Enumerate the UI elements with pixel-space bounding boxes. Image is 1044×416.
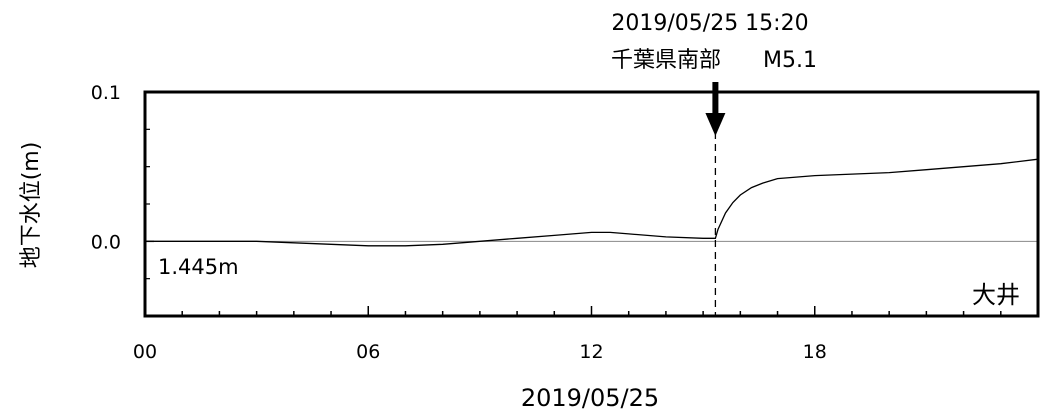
event-name-label: 千葉県南部 [611,48,721,73]
station-label: 大井 [972,281,1020,309]
x-tick-label: 00 [133,341,157,363]
event-magnitude-label: M5.1 [763,48,817,73]
y-tick-label: 0.0 [91,231,121,253]
x-tick-label: 06 [356,341,380,363]
x-tick-label: 12 [579,341,603,363]
arrow-head [705,113,726,136]
x-tick-label: 18 [803,341,827,363]
series-line [145,158,1039,247]
event-time-label: 2019/05/25 15:20 [611,11,808,36]
baseline-value-label: 1.445m [158,255,239,279]
axis-ticks: 00 06 12 18 0.1 0.0 [91,82,1039,363]
x-axis-label: 2019/05/25 [521,384,659,412]
plot-frame [143,90,1040,318]
y-tick-label: 0.1 [91,82,121,104]
event-arrow [705,82,726,136]
y-axis-label: 地下水位(m) [19,142,44,269]
